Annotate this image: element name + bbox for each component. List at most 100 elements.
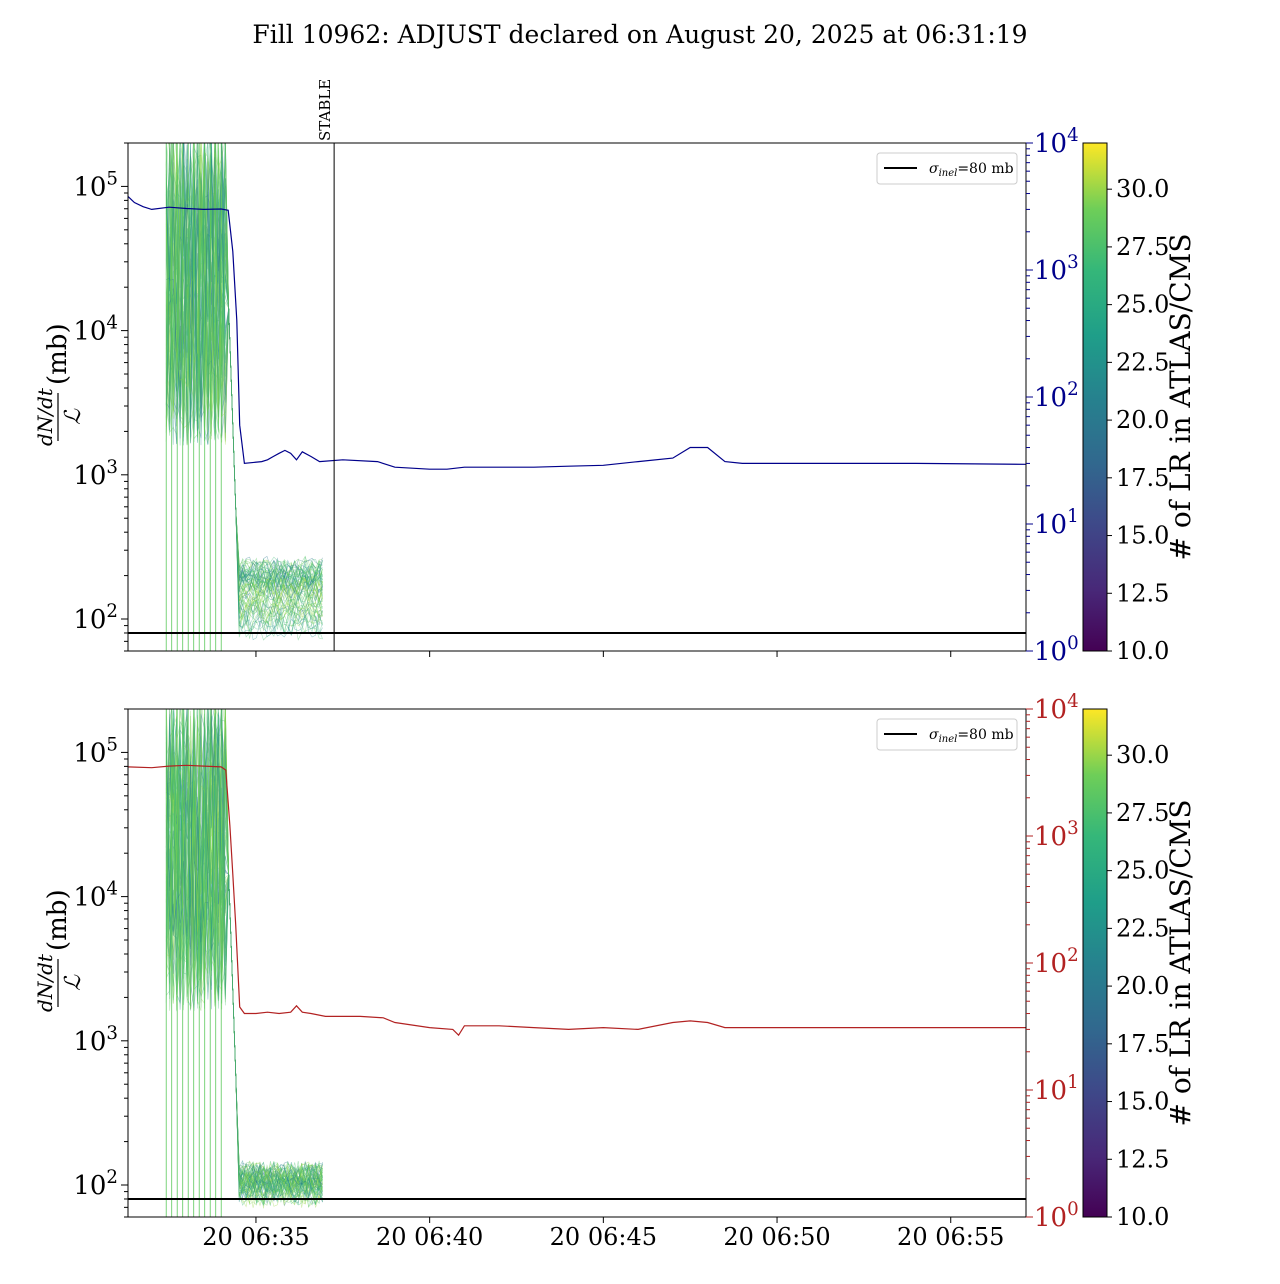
bunch-trace <box>165 143 323 603</box>
bunch-trace <box>165 152 323 585</box>
colorbar-gradient <box>1082 708 1108 1218</box>
bottom-axes-frame <box>127 708 1027 1218</box>
bunch-trace <box>165 143 323 583</box>
bunch-trace <box>165 143 323 584</box>
bunch-trace <box>165 755 323 1193</box>
right-tick-label: 102 <box>1034 945 1079 979</box>
bottom-colorbar: 10.0 12.5 15.0 17.5 20.0 22.5 25.0 27.5 30.0 # of… <box>1082 708 1197 1231</box>
x-tick-label: 20 06:45 <box>550 1223 657 1251</box>
bunch-trace <box>165 143 323 622</box>
colorbar-tick-label: 25.0 <box>1116 291 1169 319</box>
bunch-trace <box>165 143 323 624</box>
bunch-trace <box>165 143 323 605</box>
bunch-trace <box>165 709 323 1206</box>
colorbar-tick-label: 17.5 <box>1116 1030 1169 1058</box>
bunch-trace <box>165 716 323 1207</box>
colorbar-tick-label: 17.5 <box>1116 464 1169 492</box>
bunch-trace <box>165 143 323 639</box>
bunch-trace <box>165 143 323 589</box>
bunch-trace <box>165 710 323 1187</box>
x-tick-label: 20 06:50 <box>723 1223 830 1251</box>
bunch-trace <box>165 143 323 628</box>
bunch-trace <box>165 709 323 1198</box>
bunch-trace <box>165 709 323 1186</box>
colorbar-gradient <box>1082 142 1108 652</box>
top-ylabel: dN/dt ℒ (mb) <box>33 323 86 446</box>
bunch-trace <box>165 164 323 589</box>
bunch-trace <box>165 716 323 1190</box>
bunch-trace <box>165 709 323 1206</box>
bunch-trace <box>165 143 323 583</box>
bunch-trace <box>165 143 323 611</box>
bunch-trace <box>165 709 323 1202</box>
bunch-trace <box>165 143 323 583</box>
bunch-trace <box>165 143 323 597</box>
colorbar-tick-label: 22.5 <box>1116 914 1169 942</box>
bunch-trace <box>165 143 323 583</box>
colorbar-tick-label: 30.0 <box>1116 175 1169 203</box>
bunch-trace <box>165 709 323 1189</box>
bunch-trace <box>165 156 323 634</box>
bunch-trace <box>165 709 323 1195</box>
left-tick-label: 104 <box>73 879 118 913</box>
bunch-trace <box>165 143 323 598</box>
bunch-trace <box>165 729 323 1187</box>
bunch-trace <box>165 143 323 606</box>
bunch-trace <box>166 709 323 1191</box>
left-tick-label: 104 <box>73 313 118 347</box>
legend-label: σinel=80 mb <box>929 161 1014 179</box>
colorbar-tick-label: 10.0 <box>1116 1203 1169 1231</box>
bunch-trace <box>166 719 323 1208</box>
bunch-trace <box>165 718 323 1193</box>
bunch-trace <box>165 713 323 1194</box>
ylabel-numerator: dN/dt <box>33 387 57 446</box>
x-tick-label: 20 06:40 <box>376 1223 483 1251</box>
bunch-trace <box>165 710 323 1207</box>
bottom-x-axis: 20 06:35 20 06:40 20 06:45 20 06:50 20 06:55 <box>202 1217 1004 1251</box>
colorbar-tick-label: 20.0 <box>1116 406 1169 434</box>
bottom-secondary-series-line <box>128 764 1026 1037</box>
bunch-trace <box>165 709 323 1198</box>
right-tick-label: 103 <box>1034 252 1079 286</box>
left-tick-label: 102 <box>73 601 118 635</box>
bunch-trace <box>166 709 323 1188</box>
bunch-trace <box>165 143 323 603</box>
bottom-plot-area <box>128 709 1026 1217</box>
bunch-trace <box>165 709 323 1191</box>
bunch-trace <box>165 709 323 1187</box>
bunch-trace <box>165 148 323 595</box>
left-tick-label: 103 <box>73 1023 118 1057</box>
bunch-trace <box>165 717 323 1197</box>
bunch-trace <box>165 143 323 593</box>
colorbar-tick-label: 15.0 <box>1116 522 1169 550</box>
left-tick-label: 105 <box>73 168 118 202</box>
bunch-trace <box>165 715 323 1190</box>
bunch-trace <box>165 709 323 1200</box>
bottom-legend: σinel=80 mb <box>876 718 1018 751</box>
bunch-trace <box>165 158 323 620</box>
bunch-trace <box>165 143 323 587</box>
bunch-trace <box>165 709 323 1209</box>
bunch-trace <box>165 143 323 595</box>
bunch-trace <box>166 143 323 597</box>
bunch-trace <box>165 719 323 1193</box>
bunch-trace <box>165 143 323 622</box>
top-left-axis: 102 103 104 105 <box>73 142 128 652</box>
bunch-trace <box>165 709 323 1197</box>
bunch-trace <box>165 709 323 1197</box>
top-legend: σinel=80 mb <box>876 152 1018 185</box>
bunch-trace <box>165 143 323 581</box>
left-tick-label: 102 <box>73 1167 118 1201</box>
bunch-trace <box>165 143 323 619</box>
colorbar-tick-label: 25.0 <box>1116 857 1169 885</box>
bunch-trace <box>165 754 323 1192</box>
bunch-trace <box>165 712 323 1189</box>
bottom-ylabel: dN/dt ℒ (mb) <box>33 889 86 1012</box>
bunch-trace <box>166 718 323 1197</box>
bunch-trace <box>165 729 323 1194</box>
bunch-trace <box>165 728 323 1191</box>
bunch-trace <box>165 734 323 1191</box>
bunch-trace <box>165 723 323 1190</box>
